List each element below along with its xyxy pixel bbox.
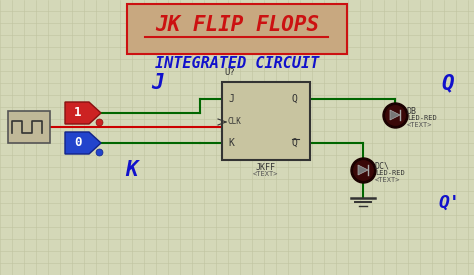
- Text: Q: Q: [292, 138, 298, 148]
- Polygon shape: [358, 165, 368, 175]
- Text: CLK: CLK: [228, 117, 242, 126]
- Text: INTEGRATED CIRCUIT: INTEGRATED CIRCUIT: [155, 56, 319, 70]
- Text: <TEXT>: <TEXT>: [253, 171, 279, 177]
- Bar: [222, 82, 310, 160]
- Text: DB: DB: [407, 106, 417, 115]
- Text: J: J: [152, 73, 164, 93]
- Text: Q: Q: [442, 73, 454, 93]
- Text: DC\: DC\: [375, 161, 390, 170]
- Text: 1: 1: [74, 106, 82, 120]
- Polygon shape: [65, 102, 101, 124]
- Text: <TEXT>: <TEXT>: [407, 122, 432, 128]
- Text: K: K: [126, 160, 138, 180]
- Text: U?: U?: [224, 68, 235, 77]
- Polygon shape: [65, 132, 101, 154]
- Text: K: K: [228, 138, 234, 148]
- Text: 0: 0: [74, 136, 82, 150]
- Text: Q: Q: [292, 94, 298, 104]
- Text: LED-RED: LED-RED: [375, 170, 405, 176]
- Bar: [8, 111, 50, 143]
- Text: JKFF: JKFF: [256, 163, 276, 172]
- Text: J: J: [228, 94, 234, 104]
- Text: LED-RED: LED-RED: [407, 115, 437, 121]
- FancyBboxPatch shape: [127, 4, 347, 54]
- Polygon shape: [390, 110, 400, 120]
- Text: <TEXT>: <TEXT>: [375, 177, 401, 183]
- Text: JK FLIP FLOPS: JK FLIP FLOPS: [155, 15, 319, 35]
- Text: Q': Q': [438, 194, 460, 212]
